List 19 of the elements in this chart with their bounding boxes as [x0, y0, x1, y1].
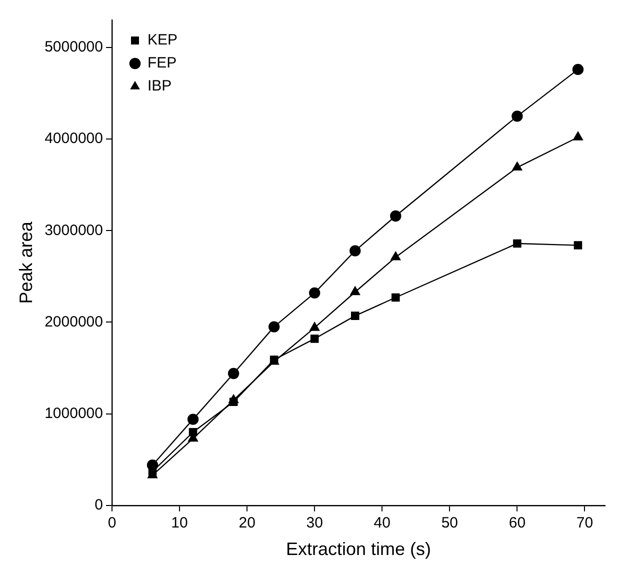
y-tick-label: 2000000	[44, 313, 103, 330]
legend-label: KEP	[147, 32, 178, 49]
y-tick-label: 4000000	[44, 130, 103, 148]
x-tick-label: 10	[171, 514, 188, 532]
x-tick-label: 60	[508, 514, 526, 532]
x-tick-label: 30	[306, 514, 323, 532]
y-tick-label: 3000000	[44, 222, 103, 239]
y-tick-label: 0	[94, 496, 103, 514]
x-tick-label: 50	[441, 514, 458, 532]
x-tick-label: 20	[238, 514, 256, 532]
y-tick-label: 5000000	[44, 38, 103, 56]
x-tick-label: 70	[576, 514, 594, 532]
legend-label: IBP	[147, 78, 172, 95]
y-tick-label: 1000000	[44, 404, 103, 422]
x-tick-label: 0	[108, 514, 116, 532]
x-tick-label: 40	[374, 514, 390, 532]
legend-label: FEP	[147, 54, 177, 72]
x-axis-title: Extraction time (s)	[286, 539, 432, 560]
y-axis-title: Peak area	[16, 220, 36, 304]
